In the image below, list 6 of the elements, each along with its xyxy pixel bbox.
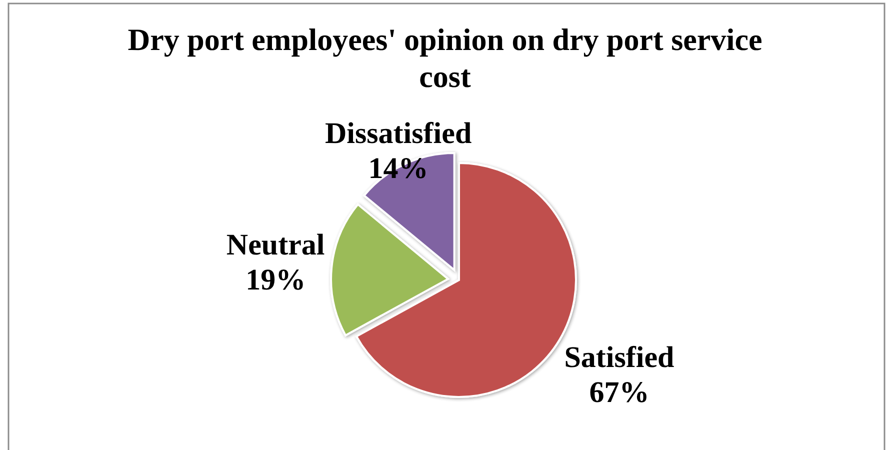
slice-label: Dissatisfied [324,117,472,150]
slice-label: Satisfied [564,340,675,374]
chart-title: Dry port employees' opinion on dry port service cost [128,22,762,94]
data-label: 67% [589,376,650,409]
data-label: 19% [246,264,306,297]
slice-label: Neutral [226,228,325,262]
